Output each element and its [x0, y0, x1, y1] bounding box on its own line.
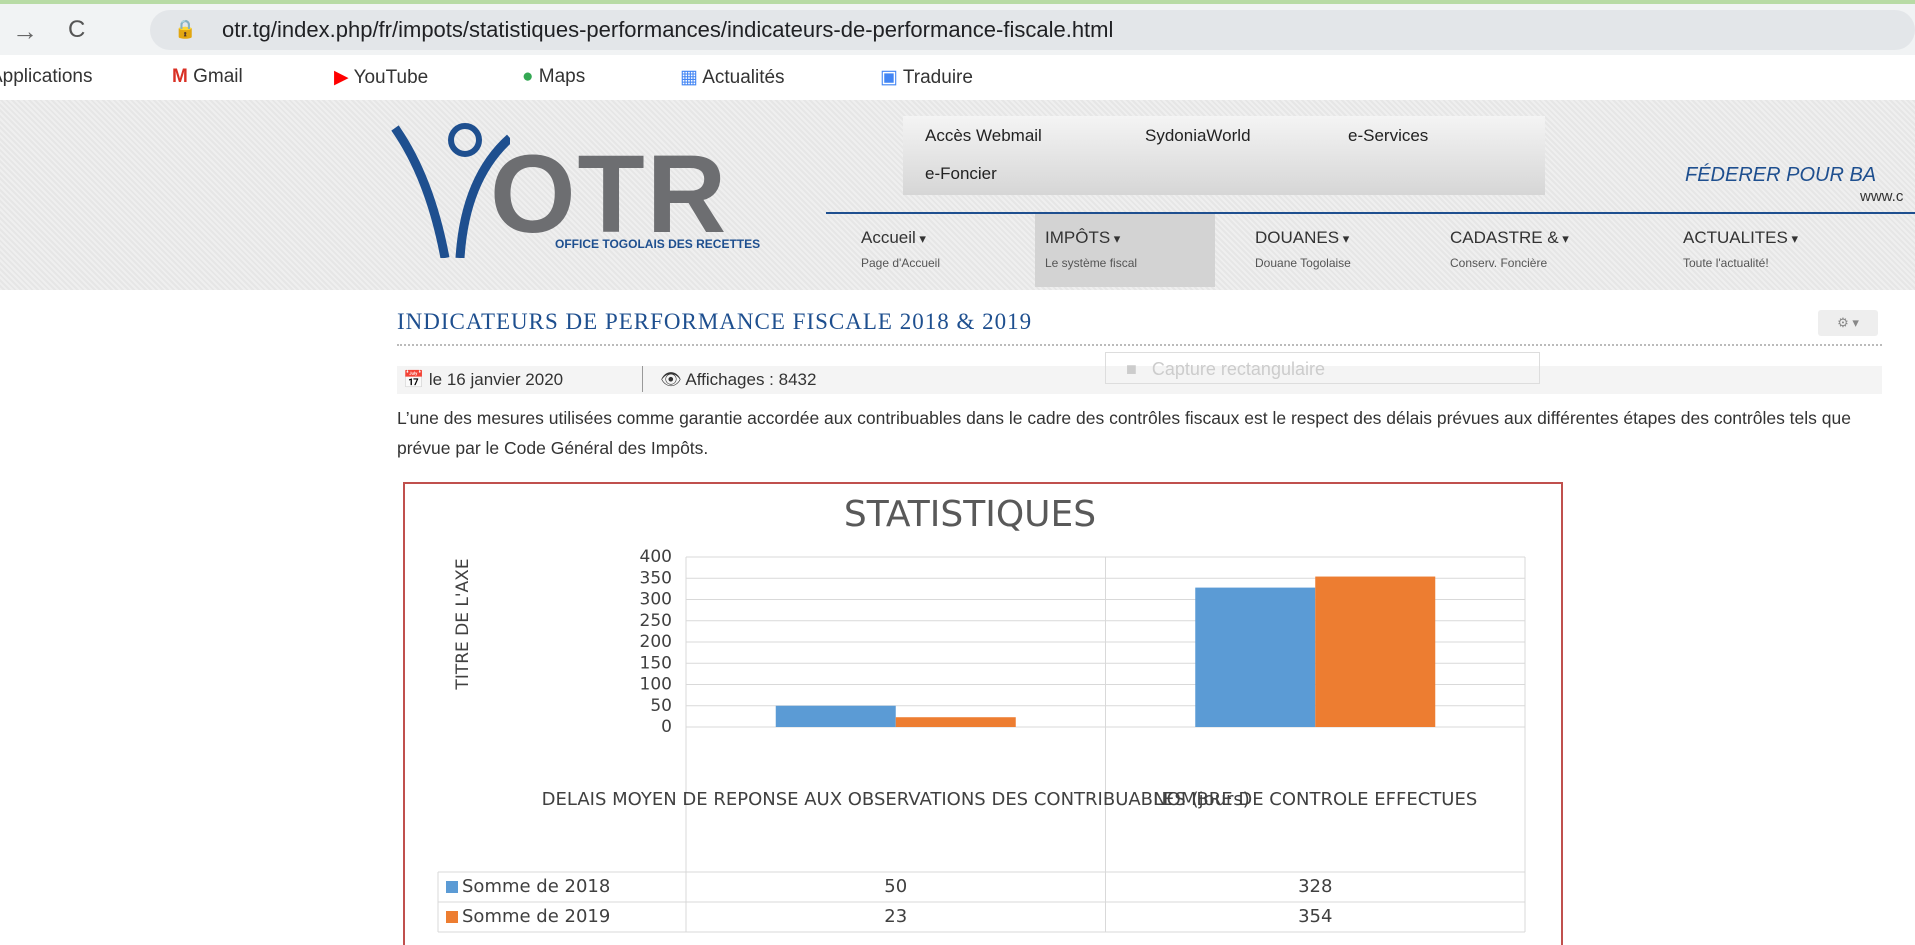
nav-label: ACTUALITES: [1683, 228, 1853, 248]
logo[interactable]: OTR: [490, 133, 729, 256]
bookmark[interactable]: Applications: [0, 66, 93, 87]
top-link[interactable]: Accès Webmail: [925, 126, 1042, 145]
nav-item[interactable]: DOUANES Douane Togolaise: [1245, 214, 1425, 287]
nav-sub: Douane Togolaise: [1255, 256, 1351, 270]
logo-figure: [391, 123, 510, 258]
nav-label: CADASTRE &: [1450, 228, 1620, 248]
url: otr.tg/index.php/fr/impots/statistiques-…: [222, 17, 1114, 42]
y-tick-label: 250: [640, 611, 672, 631]
lock-icon: 🔒: [174, 19, 197, 39]
bookmarks-bar: Applications M Gmail ▶ YouTube ● Maps ▦ …: [0, 55, 1915, 101]
views: 👁 Affichages : 8432: [660, 370, 817, 389]
date-text: le 16 janvier 2020: [428, 370, 564, 389]
bookmark[interactable]: ▦ Actualités: [680, 67, 785, 88]
bookmark[interactable]: ▶ YouTube: [334, 67, 429, 88]
y-tick-label: 300: [640, 590, 672, 610]
bookmark[interactable]: ▣ Traduire: [880, 67, 973, 88]
bookmark-label: Actualités: [702, 67, 785, 88]
forward-button[interactable]: →: [12, 16, 38, 46]
legend-key: [446, 911, 458, 923]
capture-overlay: ■ Capture rectangulaire: [1105, 352, 1540, 384]
nav-rule: [826, 212, 1915, 214]
table-value: 328: [1298, 876, 1332, 897]
y-tick-label: 50: [650, 696, 672, 716]
table-value: 23: [884, 906, 907, 927]
bar: [775, 705, 896, 727]
bookmark[interactable]: M Gmail: [172, 66, 243, 87]
settings-button[interactable]: ⚙ ▾: [1818, 310, 1878, 336]
chart: STATISTIQUES TITRE DE L'AXE 0 50 100 150 200…: [403, 482, 1563, 945]
meta-bar: [397, 366, 1882, 394]
legend-label: Somme de 2019: [462, 906, 610, 927]
nav-item[interactable]: CADASTRE & Conserv. Foncière: [1440, 214, 1620, 287]
x-tick-label: DELAIS MOYEN DE REPONSE AUX OBSERVATIONS…: [541, 789, 1250, 810]
table-value: 50: [884, 876, 907, 897]
bar: [1195, 587, 1316, 727]
nav-sub: Toute l'actualité!: [1683, 256, 1769, 270]
y-tick-label: 350: [640, 568, 672, 588]
article-text: L’une des mesures utilisées comme garant…: [397, 408, 1851, 458]
nav-label: DOUANES: [1255, 228, 1425, 248]
bar: [895, 717, 1016, 727]
views-text: Affichages : 8432: [685, 370, 817, 389]
overlay-text: Capture rectangulaire: [1151, 359, 1325, 379]
chart-title: STATISTIQUES: [844, 494, 1096, 535]
y-tick-label: 400: [640, 547, 672, 567]
omnibox[interactable]: [150, 10, 1915, 50]
frame-strip: [0, 0, 1915, 4]
nav-sub: Page d'Accueil: [861, 256, 941, 270]
top-link[interactable]: e-Foncier: [925, 164, 997, 183]
nav-item[interactable]: IMPÔTS Le système fiscal: [1035, 214, 1215, 287]
top-links: Accès Webmail SydoniaWorld e-Services e-…: [903, 116, 1545, 195]
y-tick-label: 150: [640, 653, 672, 673]
nav-sub: Le système fiscal: [1045, 256, 1138, 270]
nav-label: Accueil: [861, 228, 1031, 248]
top-link[interactable]: SydoniaWorld: [1145, 126, 1251, 145]
nav-item[interactable]: Accueil Page d'Accueil: [851, 214, 1031, 287]
title-rule: [397, 344, 1882, 346]
article-title: INDICATEURS DE PERFORMANCE FISCALE 2018 …: [397, 309, 1033, 334]
y-axis-label: TITRE DE L'AXE: [453, 558, 473, 690]
y-tick-label: 0: [661, 717, 672, 737]
y-tick-label: 200: [640, 632, 672, 652]
x-tick-label: NOMBRE DE CONTROLE EFFECTUES: [1153, 789, 1478, 810]
table-value: 354: [1298, 906, 1332, 927]
nav-item[interactable]: ACTUALITES Toute l'actualité!: [1673, 214, 1853, 287]
bookmark-label: Maps: [538, 66, 586, 87]
y-tick-label: 100: [640, 675, 672, 695]
chart-svg: STATISTIQUES TITRE DE L'AXE 050100150200…: [437, 494, 1526, 933]
meta-sep: [642, 366, 643, 392]
bookmark-label: Gmail: [193, 66, 243, 87]
bar: [1315, 576, 1436, 727]
reload-button[interactable]: C: [68, 16, 86, 43]
bookmark-label: Traduire: [902, 67, 973, 88]
date: 📅 le 16 janvier 2020: [403, 370, 564, 389]
slogan: FÉDERER POUR BA: [1685, 164, 1877, 186]
top-link[interactable]: e-Services: [1348, 126, 1429, 145]
nav-label: IMPÔTS: [1045, 228, 1215, 248]
nav-sub: Conserv. Foncière: [1450, 256, 1548, 270]
website: www.c: [1860, 188, 1904, 205]
legend-key: [446, 881, 458, 893]
legend-label: Somme de 2018: [462, 876, 610, 897]
bookmark-label: YouTube: [353, 67, 429, 88]
logo-subtitle: OFFICE TOGOLAIS DES RECETTES: [555, 237, 761, 251]
bookmark[interactable]: ● Maps: [522, 66, 586, 87]
